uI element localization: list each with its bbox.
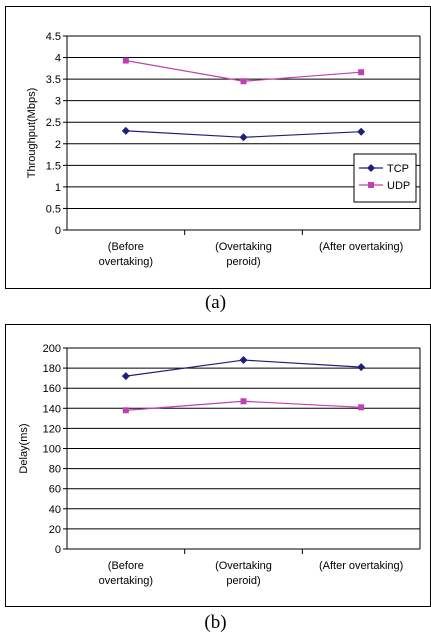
y-tick-label: 100	[43, 444, 61, 456]
y-tick-label: 0	[55, 544, 61, 556]
legend-box	[353, 153, 417, 203]
y-tick-label: 80	[49, 464, 61, 476]
x-tick-label: (After overtaking)	[319, 560, 403, 572]
x-tick-label: overtaking)	[99, 575, 153, 587]
series-line	[125, 59, 362, 82]
data-point	[239, 133, 248, 142]
x-tick-label: (Overtaking	[215, 560, 272, 572]
chart-a: 0 0.5 1 1.5 2 2.5 3 3.5 4 4.5 (Before overtaking) (O…	[26, 31, 421, 268]
y-axis-label: Delay(ms)	[18, 423, 30, 473]
legend-marker	[368, 182, 374, 188]
y-tick-label: 200	[43, 343, 61, 355]
legend-label: TCP	[387, 163, 409, 175]
y-tick-label: 2.5	[46, 117, 61, 129]
y-tick-label: 60	[49, 484, 61, 496]
y-tick-label: 0.5	[46, 203, 61, 215]
y-tick-label: 0	[55, 225, 61, 237]
y-tick-label: 140	[43, 403, 61, 415]
chart-b: 0 20 40 60 80 100 120 140 160 180 200 (Before overta…	[18, 343, 421, 587]
y-tick-label: 180	[43, 363, 61, 375]
data-point	[122, 57, 129, 64]
data-point	[122, 407, 129, 414]
data-point	[121, 372, 130, 381]
chart-b-frame	[5, 324, 431, 607]
y-tick-label: 160	[43, 383, 61, 395]
data-point	[357, 127, 366, 136]
x-tick-label: (Overtaking	[215, 241, 272, 253]
y-tick-label: 120	[43, 423, 61, 435]
y-tick-label: 20	[49, 524, 61, 536]
panel-label-b: (b)	[204, 612, 227, 633]
data-point	[358, 69, 365, 76]
data-point	[121, 126, 130, 135]
data-point	[240, 398, 247, 405]
x-tick-label: peroid)	[226, 256, 260, 268]
data-point	[357, 363, 366, 372]
y-axis-label: Throughput(Mbps)	[26, 88, 38, 179]
y-tick-label: 40	[49, 504, 61, 516]
y-tick-label: 3	[55, 96, 61, 108]
y-tick-label: 1.5	[46, 160, 61, 172]
y-tick-label: 4.5	[46, 31, 61, 43]
y-tick-label: 2	[55, 139, 61, 151]
data-point	[240, 78, 247, 85]
x-tick-label: (Before	[108, 241, 144, 253]
y-tick-label: 1	[55, 182, 61, 194]
legend-marker	[367, 164, 375, 172]
legend-label: UDP	[387, 180, 410, 192]
data-point	[358, 404, 365, 411]
panel-label-a: (a)	[204, 292, 227, 313]
x-tick-label: overtaking)	[99, 256, 153, 268]
x-tick-label: (After overtaking)	[319, 241, 403, 253]
chart-a-frame	[5, 6, 431, 289]
y-tick-label: 4	[55, 53, 61, 65]
x-tick-label: (Before	[108, 560, 144, 572]
x-tick-label: peroid)	[226, 575, 260, 587]
data-point	[239, 356, 248, 365]
y-tick-label: 3.5	[46, 74, 61, 86]
